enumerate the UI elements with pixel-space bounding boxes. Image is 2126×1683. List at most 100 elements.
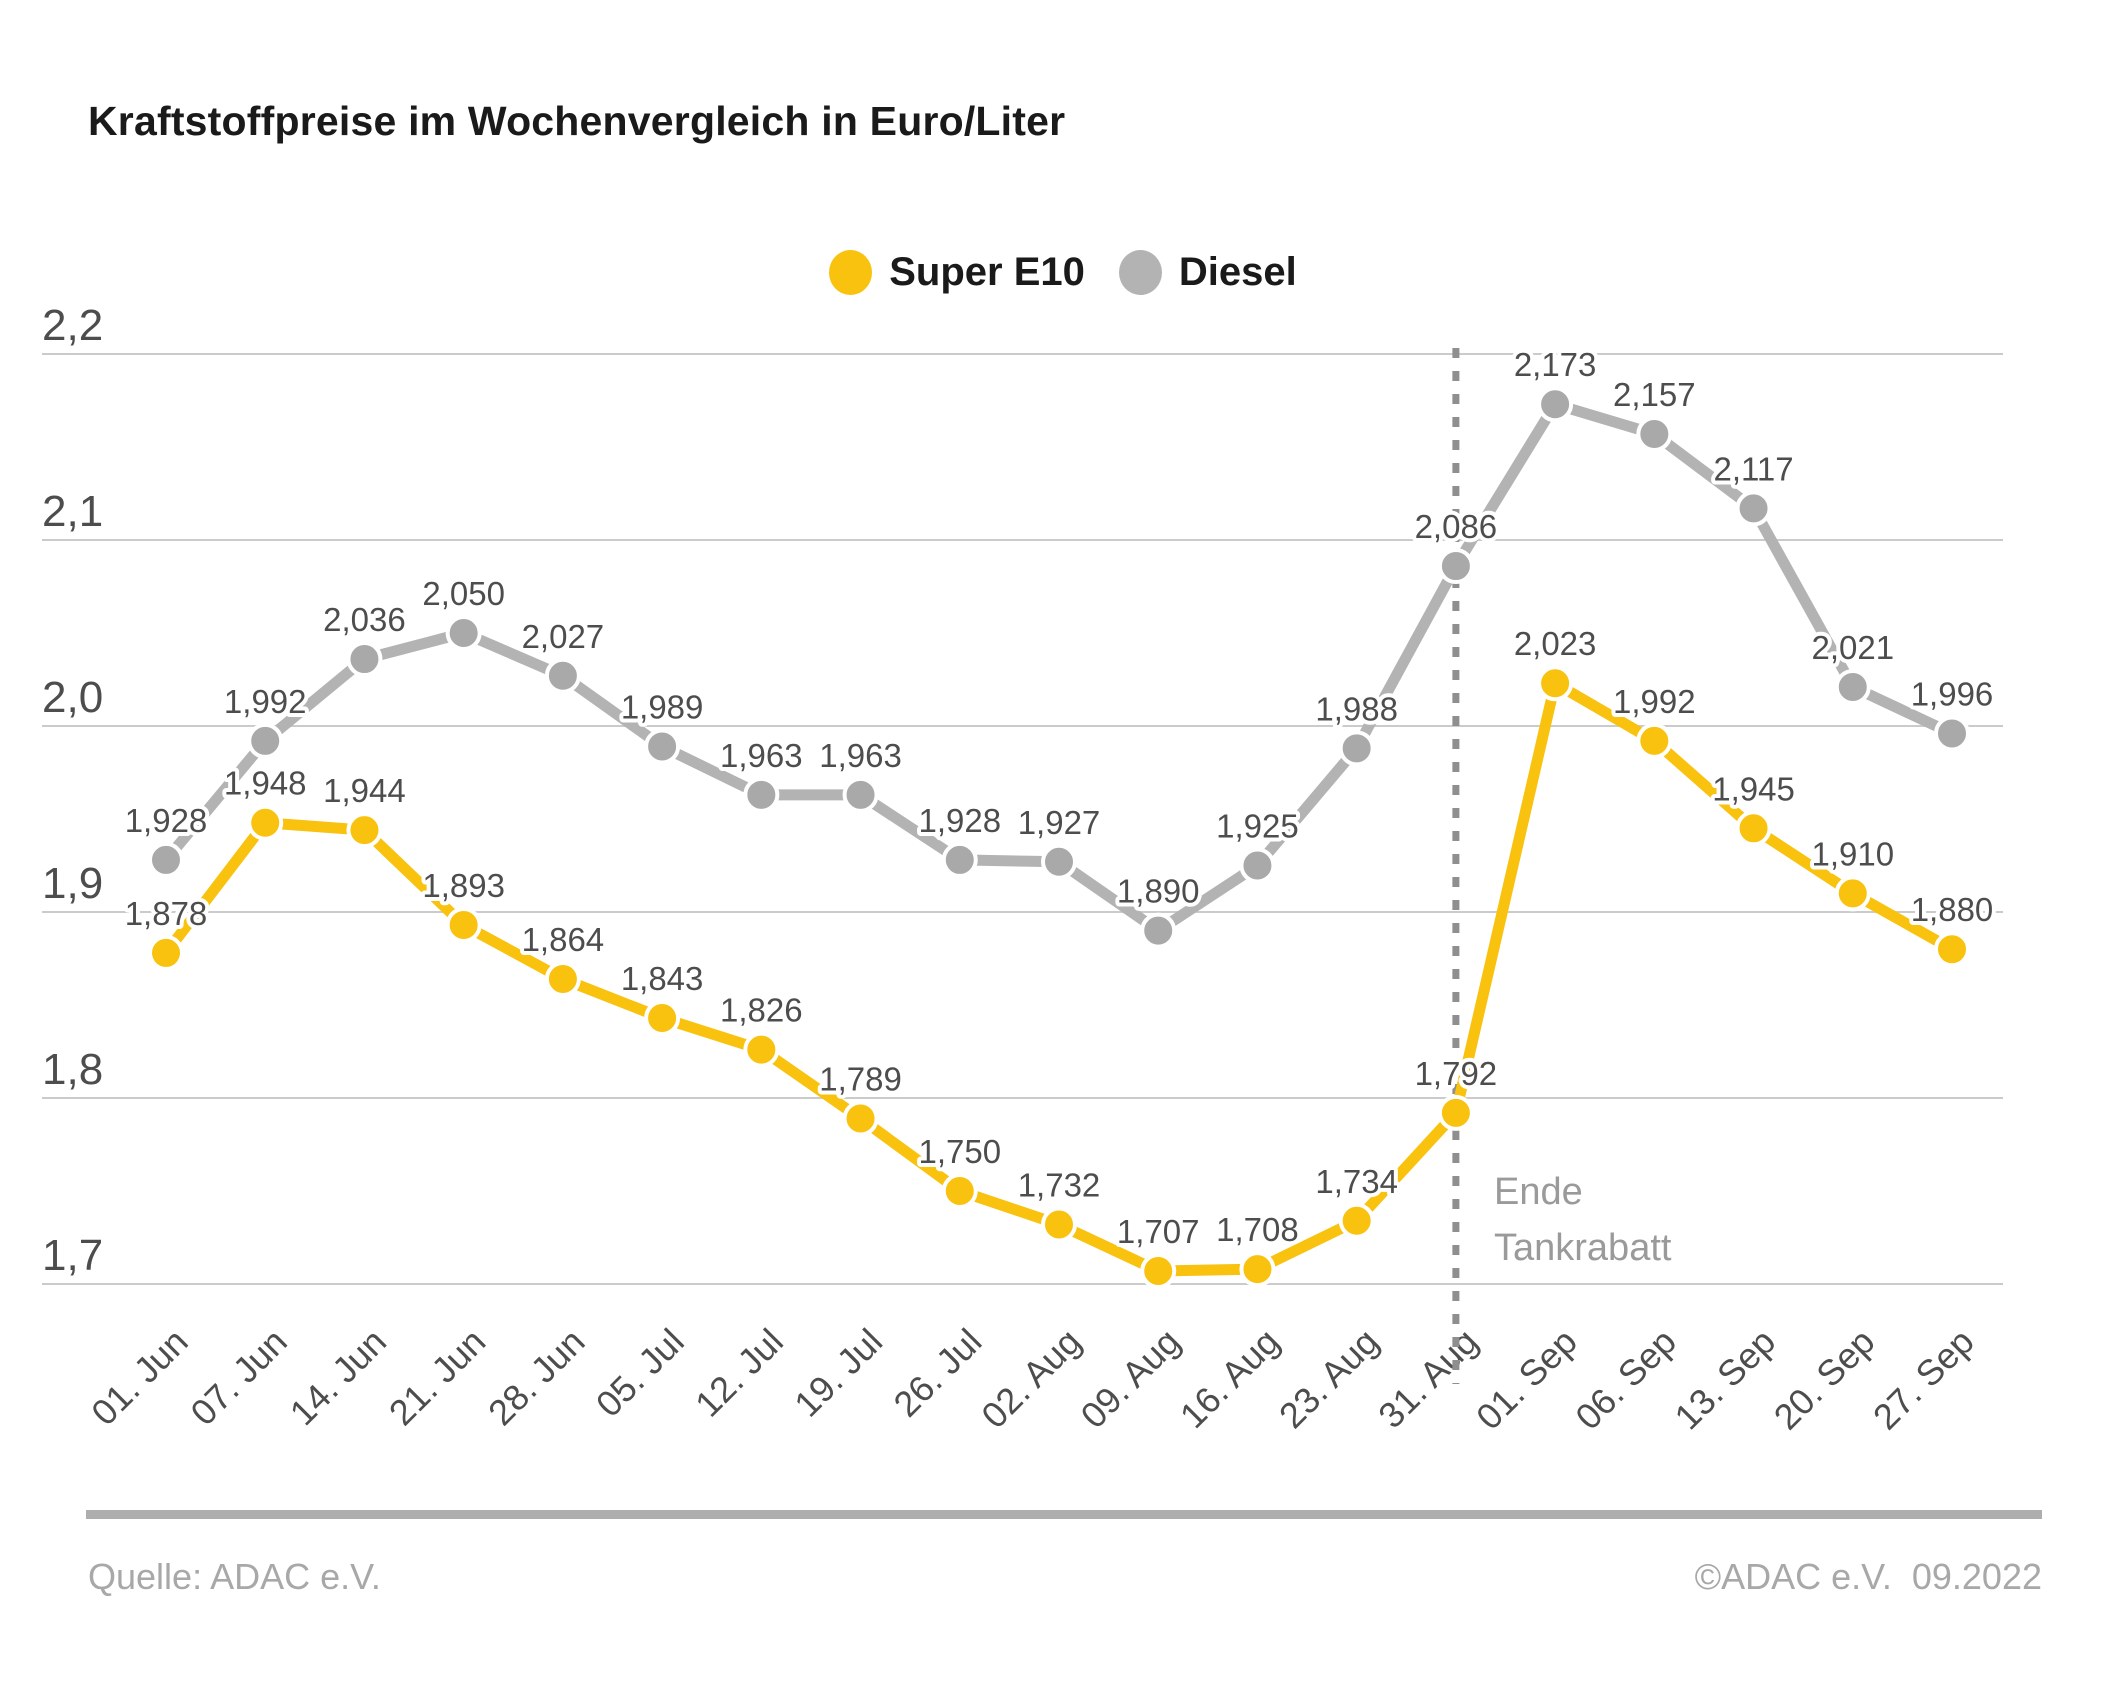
legend-label-super-e10: Super E10 [889,250,1085,294]
x-tick-label: 02. Aug [973,1321,1088,1436]
data-point-super-e10 [941,1173,978,1209]
data-point-diesel [842,776,879,813]
value-label-super-e10: 1,708 [1216,1211,1299,1248]
tankrabatt-annotation-line1: Ende [1494,1171,1583,1213]
value-label-super-e10: 1,910 [1811,835,1894,872]
x-tick-label: 28. Jun [480,1321,592,1433]
data-point-super-e10 [1437,1094,1474,1131]
value-label-diesel: 1,996 [1911,675,1994,712]
data-point-super-e10 [544,960,581,997]
data-point-super-e10 [1041,1206,1077,1243]
value-label-diesel: 2,157 [1613,376,1696,413]
x-tick-label: 26. Jul [885,1321,989,1425]
x-tick-label: 13. Sep [1666,1321,1783,1438]
super-e10-legend-dot-icon [829,250,873,295]
value-label-diesel: 2,036 [323,601,406,638]
diesel-legend-dot-icon [1118,250,1162,295]
x-tick-label: 06. Sep [1567,1321,1684,1438]
data-point-super-e10 [842,1100,879,1137]
data-point-diesel [1934,715,1970,752]
value-label-super-e10: 1,732 [1018,1166,1101,1203]
data-point-diesel [544,657,581,694]
value-label-diesel: 1,963 [720,737,803,774]
value-label-super-e10: 1,826 [720,992,803,1029]
value-label-diesel: 1,963 [819,737,902,774]
x-tick-label: 07. Jun [182,1321,294,1433]
legend-item-super-e10: Super E10 [829,250,1085,295]
data-point-diesel [1140,912,1177,949]
data-point-super-e10 [1934,931,1970,968]
x-tick-label: 21. Jun [381,1321,493,1433]
value-label-super-e10: 2,023 [1514,625,1597,662]
value-label-diesel: 2,027 [522,618,605,655]
data-point-diesel [1239,847,1276,884]
x-tick-label: 16. Aug [1172,1321,1287,1436]
tankrabatt-annotation: Ende Tankrabatt [1494,1164,1671,1276]
data-point-diesel [1834,668,1871,705]
legend-label-diesel: Diesel [1178,250,1297,294]
legend: Super E10 Diesel [0,250,2126,295]
y-tick-label: 2,0 [42,673,103,722]
data-point-super-e10 [644,1000,681,1037]
value-label-super-e10: 1,944 [323,772,406,809]
value-label-diesel: 1,988 [1315,690,1398,727]
value-label-diesel: 2,173 [1514,346,1597,383]
value-label-diesel: 1,890 [1117,873,1200,910]
data-point-super-e10 [743,1031,780,1068]
y-tick-label: 1,9 [42,859,103,908]
data-point-super-e10 [1338,1202,1375,1239]
data-point-diesel [346,641,383,678]
x-tick-label: 05. Jul [588,1321,692,1425]
value-label-super-e10: 1,992 [1613,683,1696,720]
value-label-super-e10: 1,878 [125,895,208,932]
x-tick-label: 14. Jun [282,1321,394,1433]
data-point-diesel [1537,386,1574,423]
data-point-diesel [644,728,681,765]
footer-copyright-text: ©ADAC e.V. 09.2022 [1694,1556,2042,1597]
data-point-diesel [148,841,184,878]
value-label-super-e10: 1,734 [1315,1163,1398,1200]
value-label-diesel: 2,021 [1811,629,1894,666]
value-label-super-e10: 1,945 [1712,770,1795,807]
data-point-diesel [1041,843,1077,880]
value-label-diesel: 2,050 [422,575,505,612]
x-tick-label: 31. Aug [1370,1321,1485,1436]
value-label-diesel: 1,992 [224,683,307,720]
y-tick-label: 1,8 [42,1045,103,1094]
x-tick-label: 12. Jul [687,1321,791,1425]
data-point-diesel [941,841,978,878]
data-point-super-e10 [1735,810,1772,847]
data-point-diesel [247,722,284,759]
x-tick-label: 01. Sep [1468,1321,1585,1438]
x-tick-label: 27. Sep [1865,1321,1982,1438]
data-point-diesel [1636,415,1673,452]
data-point-diesel [1437,548,1474,585]
value-label-super-e10: 1,948 [224,765,307,802]
value-label-diesel: 1,927 [1018,804,1101,841]
x-tick-label: 09. Aug [1073,1321,1188,1436]
data-point-super-e10 [247,804,284,841]
data-point-super-e10 [1239,1251,1276,1288]
footer-divider-bar [86,1510,2042,1519]
value-label-super-e10: 1,843 [621,960,704,997]
x-tick-label: 19. Jul [786,1321,890,1425]
data-point-super-e10 [346,812,383,849]
data-point-diesel [1735,490,1772,527]
y-tick-label: 1,7 [42,1231,103,1280]
value-label-diesel: 2,117 [1713,450,1793,487]
value-label-super-e10: 1,792 [1415,1055,1498,1092]
x-tick-label: 01. Jun [83,1321,195,1433]
data-point-super-e10 [148,934,184,971]
value-label-super-e10: 1,789 [819,1060,902,1097]
value-label-diesel: 1,928 [918,802,1001,839]
data-point-super-e10 [1636,722,1673,759]
y-tick-label: 2,1 [42,487,103,536]
data-point-diesel [1338,730,1375,767]
value-label-super-e10: 1,880 [1911,891,1994,928]
tankrabatt-annotation-line2: Tankrabatt [1494,1227,1672,1270]
value-label-diesel: 2,086 [1415,508,1498,545]
y-tick-label: 2,2 [42,301,103,350]
x-tick-label: 23. Aug [1271,1321,1386,1436]
data-point-super-e10 [1537,665,1574,702]
